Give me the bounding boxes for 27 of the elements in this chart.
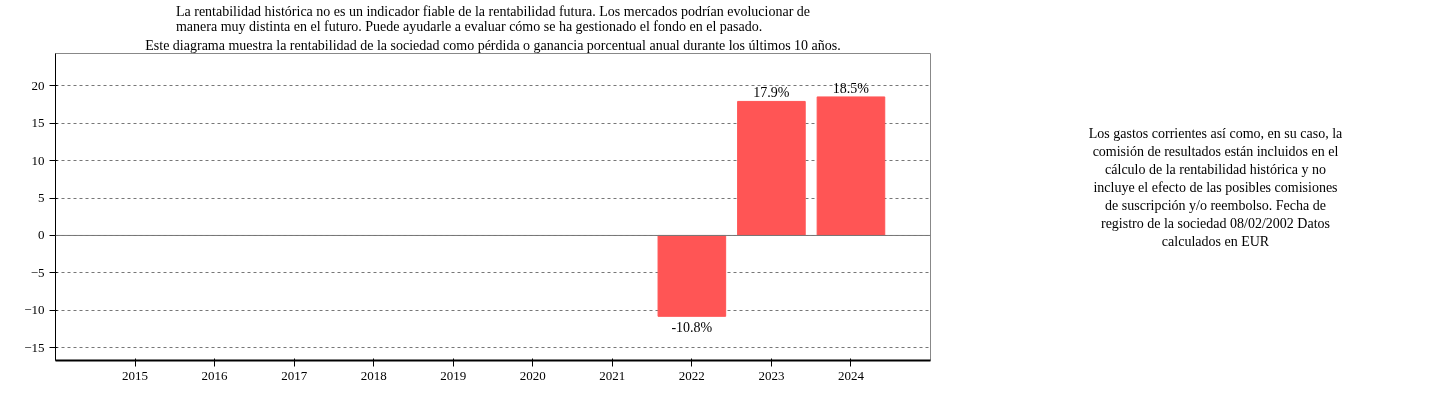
data-label: 17.9% (753, 85, 790, 101)
x-tick-label: 2023 (758, 367, 785, 383)
y-tick-label: 10 (31, 152, 45, 168)
x-tick-label: 2019 (440, 367, 467, 383)
data-label: 18.5% (832, 80, 870, 96)
y-tick-label: −10 (24, 302, 45, 318)
y-tick-label: 15 (31, 115, 45, 131)
x-tick-label: 2018 (360, 367, 387, 383)
x-tick-label: 2015 (122, 367, 149, 383)
bar (816, 96, 886, 236)
bar (737, 100, 806, 236)
chart-subtitle: Este diagrama muestra la rentabilidad de la sociedad como pérdida o ganancia porcentual anual durante los últimos 10 años. (145, 37, 841, 53)
y-tick-label: 5 (38, 190, 45, 206)
y-tick-label: 20 (31, 77, 45, 93)
x-tick-label: 2024 (837, 367, 865, 383)
data-label: -10.8% (671, 320, 713, 336)
y-tick-label: −15 (24, 339, 45, 355)
x-tick-label: 2022 (678, 367, 705, 383)
y-tick-label: 0 (38, 227, 45, 243)
x-tick-label: 2021 (599, 367, 626, 383)
x-tick-label: 2016 (201, 367, 229, 383)
y-tick-label: −5 (30, 264, 45, 280)
x-tick-label: 2017 (281, 367, 308, 383)
x-tick-label: 2020 (519, 367, 546, 383)
bar (657, 234, 727, 317)
chart-title: La rentabilidad histórica no es un indicador fiable de la rentabilidad futura. Los mercados podrían evolucionar de manera muy distinta en el futuro. Puede ayudarle a evaluar cómo se ha gestionado el fondo en el pasado. (175, 3, 811, 34)
text: Los gastos corrientes así como, en su caso, la comisión de resultados están incluidos en el cálculo de la rentabilidad histórica y no incluye el efecto de las posibles comisiones de suscripción y/o reembolso. Fecha de registro de la sociedad 08/02/2002 Datos calculados en EUR (1088, 126, 1344, 250)
